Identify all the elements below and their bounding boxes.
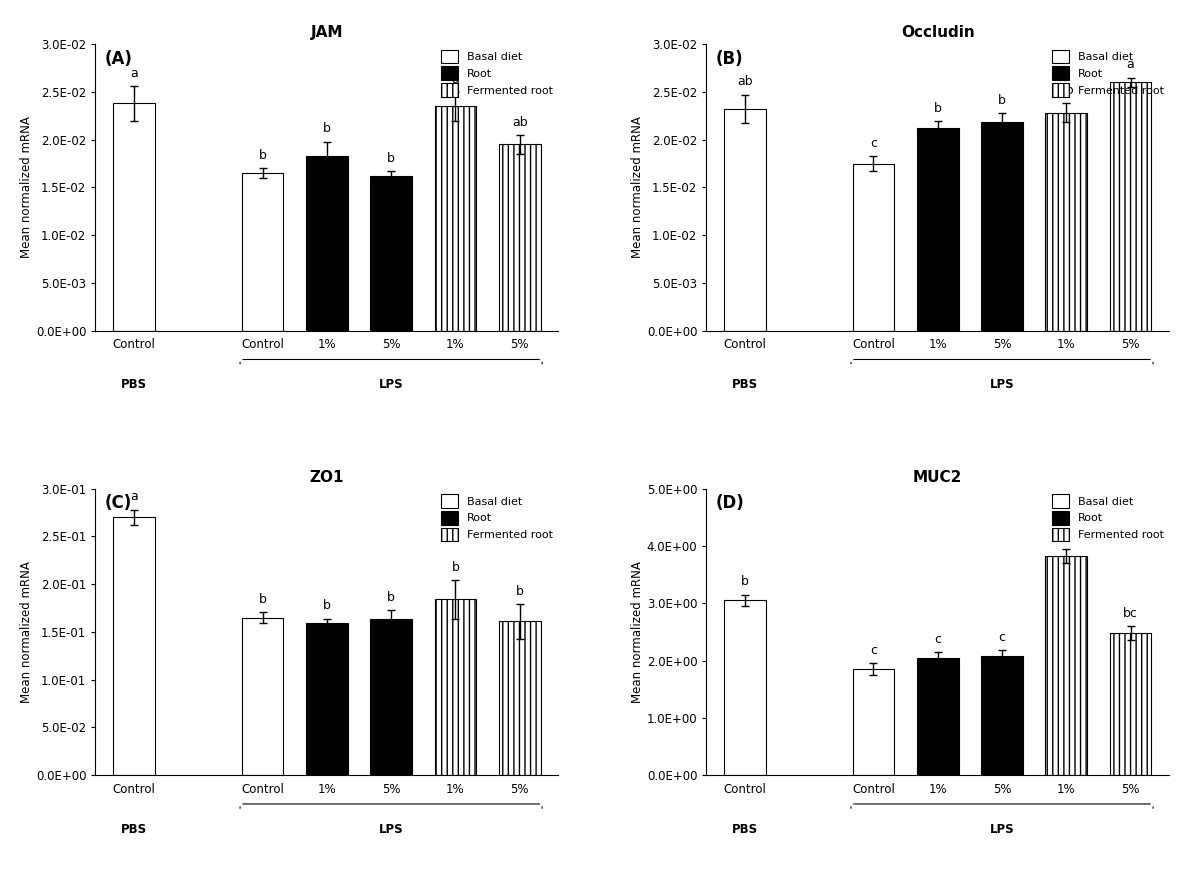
Bar — [113, 103, 155, 330]
Bar — [1045, 556, 1087, 775]
Text: LPS: LPS — [379, 823, 403, 835]
Y-axis label: Mean normalized mRNA: Mean normalized mRNA — [631, 116, 644, 258]
Bar — [1045, 113, 1087, 330]
Text: (A): (A) — [105, 50, 132, 68]
Bar — [981, 122, 1022, 330]
Title: JAM: JAM — [310, 25, 344, 41]
Text: b: b — [741, 575, 749, 589]
Text: c: c — [934, 633, 941, 646]
Text: c: c — [999, 631, 1006, 644]
Text: c: c — [870, 137, 877, 150]
Text: PBS: PBS — [120, 378, 147, 391]
Bar — [113, 517, 155, 775]
Legend: Basal diet, Root, Fermented root: Basal diet, Root, Fermented root — [441, 494, 552, 542]
Bar — [305, 156, 347, 330]
Bar — [434, 599, 476, 775]
Text: b: b — [388, 590, 395, 603]
Bar — [499, 144, 540, 330]
Text: (D): (D) — [716, 494, 744, 512]
Text: ab: ab — [1058, 84, 1074, 97]
Legend: Basal diet, Root, Fermented root: Basal diet, Root, Fermented root — [1052, 49, 1163, 97]
Text: (B): (B) — [716, 50, 743, 68]
Text: ab: ab — [512, 115, 527, 129]
Bar — [242, 173, 284, 330]
Text: b: b — [515, 585, 524, 598]
Y-axis label: Mean normalized mRNA: Mean normalized mRNA — [20, 561, 33, 703]
Bar — [370, 619, 412, 775]
Bar — [434, 107, 476, 330]
Text: b: b — [999, 93, 1006, 107]
Text: b: b — [934, 102, 941, 115]
Bar — [499, 621, 540, 775]
Y-axis label: Mean normalized mRNA: Mean normalized mRNA — [20, 116, 33, 258]
Bar — [724, 600, 766, 775]
Text: LPS: LPS — [379, 378, 403, 391]
Text: b: b — [259, 149, 266, 162]
Bar — [853, 164, 895, 330]
Bar — [917, 658, 959, 775]
Bar — [1109, 82, 1151, 330]
Bar — [853, 670, 895, 775]
Text: b: b — [323, 122, 330, 136]
Text: bc: bc — [1123, 607, 1138, 620]
Text: b: b — [388, 152, 395, 165]
Bar — [981, 656, 1022, 775]
Bar — [1109, 633, 1151, 775]
Text: b: b — [451, 561, 459, 574]
Text: a: a — [1126, 58, 1135, 71]
Text: ab: ab — [737, 76, 753, 88]
Text: c: c — [870, 644, 877, 657]
Text: PBS: PBS — [731, 378, 758, 391]
Text: LPS: LPS — [990, 823, 1014, 835]
Text: b: b — [259, 593, 266, 605]
Title: Occludin: Occludin — [901, 25, 975, 41]
Bar — [370, 176, 412, 330]
Text: (C): (C) — [105, 494, 132, 512]
Text: b: b — [323, 599, 330, 612]
Text: PBS: PBS — [120, 823, 147, 835]
Text: a: a — [451, 72, 459, 85]
Bar — [724, 109, 766, 330]
Text: LPS: LPS — [990, 378, 1014, 391]
Text: PBS: PBS — [731, 823, 758, 835]
Text: a: a — [1063, 530, 1070, 543]
Title: MUC2: MUC2 — [913, 470, 963, 485]
Y-axis label: Mean normalized mRNA: Mean normalized mRNA — [631, 561, 644, 703]
Text: a: a — [130, 67, 138, 80]
Legend: Basal diet, Root, Fermented root: Basal diet, Root, Fermented root — [441, 49, 552, 97]
Bar — [917, 128, 959, 330]
Bar — [305, 623, 347, 775]
Bar — [242, 618, 284, 775]
Text: a: a — [130, 490, 138, 503]
Legend: Basal diet, Root, Fermented root: Basal diet, Root, Fermented root — [1052, 494, 1163, 542]
Title: ZO1: ZO1 — [310, 470, 344, 485]
